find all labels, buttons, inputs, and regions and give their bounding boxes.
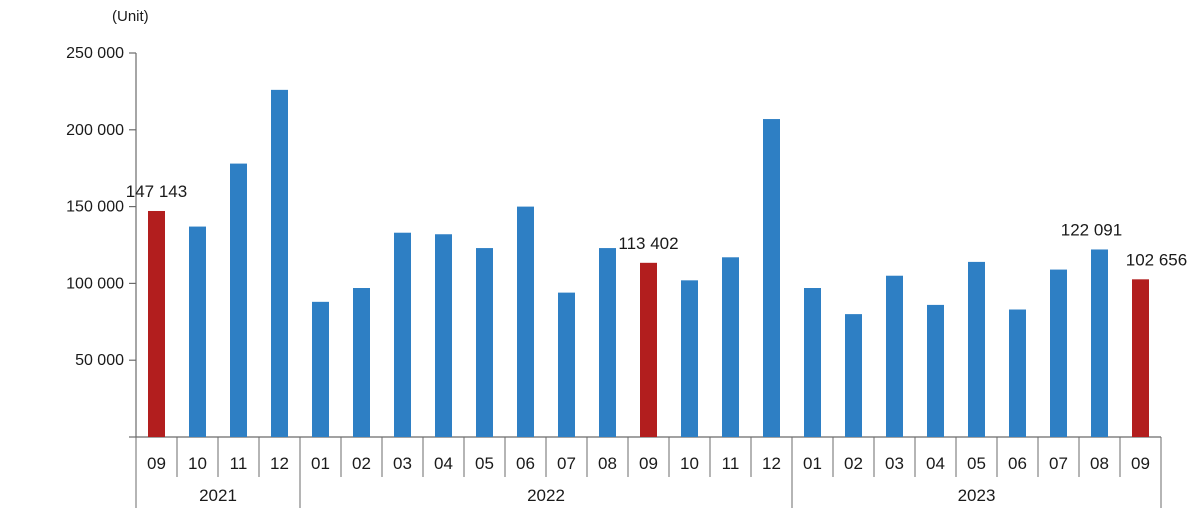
bar <box>886 275 903 437</box>
year-label: 2021 <box>199 486 237 505</box>
month-label: 01 <box>803 454 822 473</box>
month-label: 09 <box>147 454 166 473</box>
bar <box>1050 269 1067 437</box>
month-label: 05 <box>475 454 494 473</box>
month-label: 09 <box>639 454 658 473</box>
year-label: 2023 <box>958 486 996 505</box>
month-label: 10 <box>680 454 699 473</box>
bar <box>599 248 616 437</box>
month-label: 02 <box>844 454 863 473</box>
month-label: 03 <box>885 454 904 473</box>
month-label: 12 <box>762 454 781 473</box>
bar <box>394 232 411 437</box>
month-label: 11 <box>230 454 248 473</box>
bar <box>1091 249 1108 437</box>
month-label: 04 <box>434 454 453 473</box>
year-label: 2022 <box>527 486 565 505</box>
data-label: 113 402 <box>618 234 678 253</box>
month-label: 07 <box>557 454 576 473</box>
month-label: 07 <box>1049 454 1068 473</box>
bar <box>681 280 698 437</box>
month-label: 08 <box>1090 454 1109 473</box>
bar <box>312 301 329 437</box>
data-label: 147 143 <box>126 182 187 201</box>
bar <box>189 226 206 437</box>
y-tick-label: 100 000 <box>66 275 124 292</box>
month-label: 12 <box>270 454 289 473</box>
y-axis-ticks: 250 000 200 000 150 000 100 000 50 000 <box>66 45 136 438</box>
month-label: 01 <box>311 454 330 473</box>
month-label: 06 <box>1008 454 1027 473</box>
bar <box>353 288 370 437</box>
bar <box>476 248 493 437</box>
bar-highlight <box>148 210 165 437</box>
x-axis-labels: 09 10 11 12 01 02 03 04 05 06 07 08 09 10 11 12 01 02 03 04… <box>135 437 1162 508</box>
bar <box>230 163 247 438</box>
month-label: 06 <box>516 454 535 473</box>
bar <box>845 314 862 437</box>
bar <box>804 288 821 437</box>
y-tick-label: 50 000 <box>75 352 124 369</box>
month-label: 05 <box>967 454 986 473</box>
month-label: 03 <box>393 454 412 473</box>
y-tick-label: 150 000 <box>66 199 124 216</box>
y-tick-label: 200 000 <box>66 122 124 139</box>
bar <box>517 206 534 437</box>
bar-highlight <box>1132 279 1149 437</box>
month-label: 04 <box>926 454 945 473</box>
unit-label: (Unit) <box>112 8 149 25</box>
data-label: 102 656 <box>1126 250 1187 269</box>
month-label: 02 <box>352 454 371 473</box>
y-tick-label: 250 000 <box>66 45 124 62</box>
bars-group <box>148 89 1149 438</box>
bar-highlight <box>640 262 657 437</box>
bar <box>1009 309 1026 437</box>
bar <box>763 119 780 437</box>
month-label: 10 <box>188 454 207 473</box>
bar <box>927 304 944 437</box>
month-label: 11 <box>722 454 740 473</box>
bar <box>968 261 985 437</box>
month-label: 08 <box>598 454 617 473</box>
bar <box>271 89 288 437</box>
month-label: 09 <box>1131 454 1150 473</box>
data-label: 122 091 <box>1061 220 1122 239</box>
bar <box>435 234 452 437</box>
bar <box>722 257 739 437</box>
bar <box>558 292 575 437</box>
